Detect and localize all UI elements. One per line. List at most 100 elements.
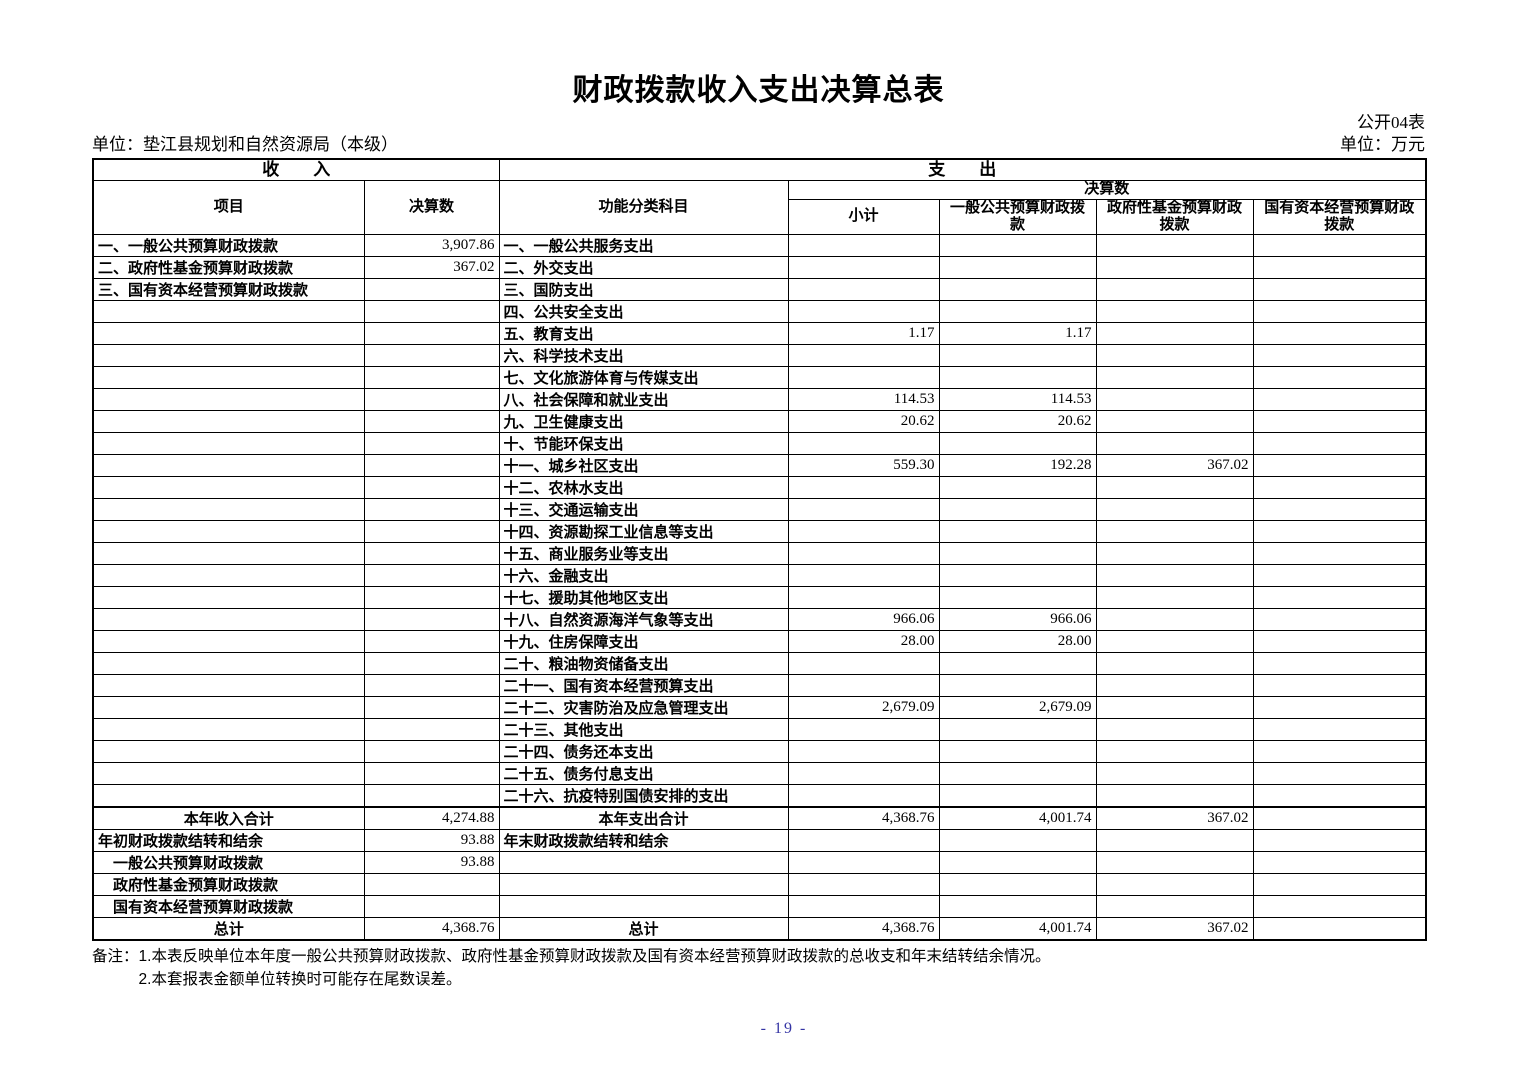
page-number: - 19 - — [760, 1020, 808, 1037]
general-budget-cell — [938, 344, 1097, 368]
gov-fund-cell — [1095, 851, 1254, 875]
gov-fund-cell — [1095, 696, 1254, 720]
subtotal-cell: 966.06 — [787, 608, 940, 632]
state-capital-cell — [1252, 432, 1427, 456]
general-budget-cell: 966.06 — [938, 608, 1097, 632]
gov-fund-cell: 367.02 — [1095, 454, 1254, 478]
gov-fund-cell — [1095, 388, 1254, 412]
state-capital-cell — [1252, 322, 1427, 346]
income-amount-cell — [363, 454, 500, 478]
general-budget-cell: 28.00 — [938, 630, 1097, 654]
subtotal-cell — [787, 234, 940, 258]
general-budget-cell — [938, 586, 1097, 610]
table-row: 三、国有资本经营预算财政拨款 三、国防支出 — [92, 278, 1427, 302]
state-capital-cell — [1252, 542, 1427, 566]
state-capital-cell — [1252, 630, 1427, 654]
general-budget-cell — [938, 366, 1097, 390]
subtotal-cell — [787, 873, 940, 897]
table-row: 十四、资源勘探工业信息等支出 — [92, 520, 1427, 544]
subtotal-cell: 559.30 — [787, 454, 940, 478]
income-amount-cell — [363, 586, 500, 610]
income-amount-cell — [363, 520, 500, 544]
state-capital-cell — [1252, 806, 1427, 831]
subtotal-cell: 2,679.09 — [787, 696, 940, 720]
general-budget-cell: 2,679.09 — [938, 696, 1097, 720]
income-amount-cell — [363, 740, 500, 764]
state-capital-cell — [1252, 873, 1427, 897]
gov-fund-cell — [1095, 762, 1254, 786]
income-amount-cell — [363, 388, 500, 412]
general-budget-cell — [938, 740, 1097, 764]
table-row: 十、节能环保支出 — [92, 432, 1427, 456]
income-amount-cell: 4,368.76 — [363, 917, 500, 941]
income-amount-cell — [363, 630, 500, 654]
expense-item-cell: 二十三、其他支出 — [498, 718, 789, 742]
income-item-cell — [92, 762, 365, 786]
table-row: 十八、自然资源海洋气象等支出 966.06 966.06 — [92, 608, 1427, 632]
summary-row: 政府性基金预算财政拨款 — [92, 873, 1427, 897]
notes-label: 备注： — [92, 948, 139, 966]
income-item-cell — [92, 696, 365, 720]
income-amount-cell: 367.02 — [363, 256, 500, 280]
gov-fund-cell — [1095, 366, 1254, 390]
expense-item-cell: 总计 — [498, 917, 789, 941]
state-capital-cell — [1252, 520, 1427, 544]
state-capital-cell — [1252, 762, 1427, 786]
income-amount-cell — [363, 366, 500, 390]
table-code: 公开04表 — [1357, 112, 1425, 132]
subtotal-cell: 114.53 — [787, 388, 940, 412]
notes: 备注： 1.本表反映单位本年度一般公共预算财政拨款、政府性基金预算财政拨款及国有… — [92, 945, 1425, 992]
notes-lines: 1.本表反映单位本年度一般公共预算财政拨款、政府性基金预算财政拨款及国有资本经营… — [139, 945, 1051, 992]
summary-row: 年初财政拨款结转和结余 93.88 年末财政拨款结转和结余 — [92, 829, 1427, 853]
subtotal-cell: 28.00 — [787, 630, 940, 654]
expense-item-cell: 二十五、债务付息支出 — [498, 762, 789, 786]
expense-item-cell: 四、公共安全支出 — [498, 300, 789, 324]
table-row: 九、卫生健康支出 20.62 20.62 — [92, 410, 1427, 434]
income-item-cell — [92, 674, 365, 698]
income-amount-cell — [363, 895, 500, 919]
gov-fund-cell — [1095, 542, 1254, 566]
expense-item-cell — [498, 895, 789, 919]
general-budget-cell — [938, 278, 1097, 302]
income-amount-cell — [363, 652, 500, 676]
gov-fund-cell: 367.02 — [1095, 806, 1254, 831]
state-capital-cell — [1252, 674, 1427, 698]
state-capital-cell — [1252, 388, 1427, 412]
gov-fund-cell — [1095, 498, 1254, 522]
general-budget-cell — [938, 564, 1097, 588]
income-item-cell: 三、国有资本经营预算财政拨款 — [92, 278, 365, 302]
income-item-cell — [92, 432, 365, 456]
subtotal-cell — [787, 762, 940, 786]
expense-item-cell: 五、教育支出 — [498, 322, 789, 346]
expense-item-cell: 十八、自然资源海洋气象等支出 — [498, 608, 789, 632]
table-row: 二十四、债务还本支出 — [92, 740, 1427, 764]
expense-item-cell: 本年支出合计 — [498, 806, 789, 831]
subtotal-cell — [787, 542, 940, 566]
gov-fund-cell — [1095, 410, 1254, 434]
general-budget-cell: 1.17 — [938, 322, 1097, 346]
income-amount-cell: 4,274.88 — [363, 806, 500, 831]
income-item-cell — [92, 322, 365, 346]
table-row: 八、社会保障和就业支出 114.53 114.53 — [92, 388, 1427, 412]
gov-fund-cell — [1095, 278, 1254, 302]
income-amount-cell — [363, 322, 500, 346]
general-budget-cell — [938, 432, 1097, 456]
income-amount-cell — [363, 542, 500, 566]
income-item-cell — [92, 564, 365, 588]
subtotal-cell — [787, 278, 940, 302]
table-row: 十六、金融支出 — [92, 564, 1427, 588]
expense-item-cell: 十、节能环保支出 — [498, 432, 789, 456]
general-budget-cell: 20.62 — [938, 410, 1097, 434]
table-row: 二十五、债务付息支出 — [92, 762, 1427, 786]
income-amount-cell: 3,907.86 — [363, 234, 500, 258]
income-item-cell — [92, 586, 365, 610]
table-row: 五、教育支出 1.17 1.17 — [92, 322, 1427, 346]
income-amount-cell — [363, 476, 500, 500]
state-capital-cell — [1252, 476, 1427, 500]
subtotal-cell — [787, 344, 940, 368]
expense-item-cell: 十一、城乡社区支出 — [498, 454, 789, 478]
state-capital-cell — [1252, 696, 1427, 720]
income-section-header: 收 入 — [92, 158, 500, 181]
income-item-cell — [92, 344, 365, 368]
subtotal-cell — [787, 366, 940, 390]
